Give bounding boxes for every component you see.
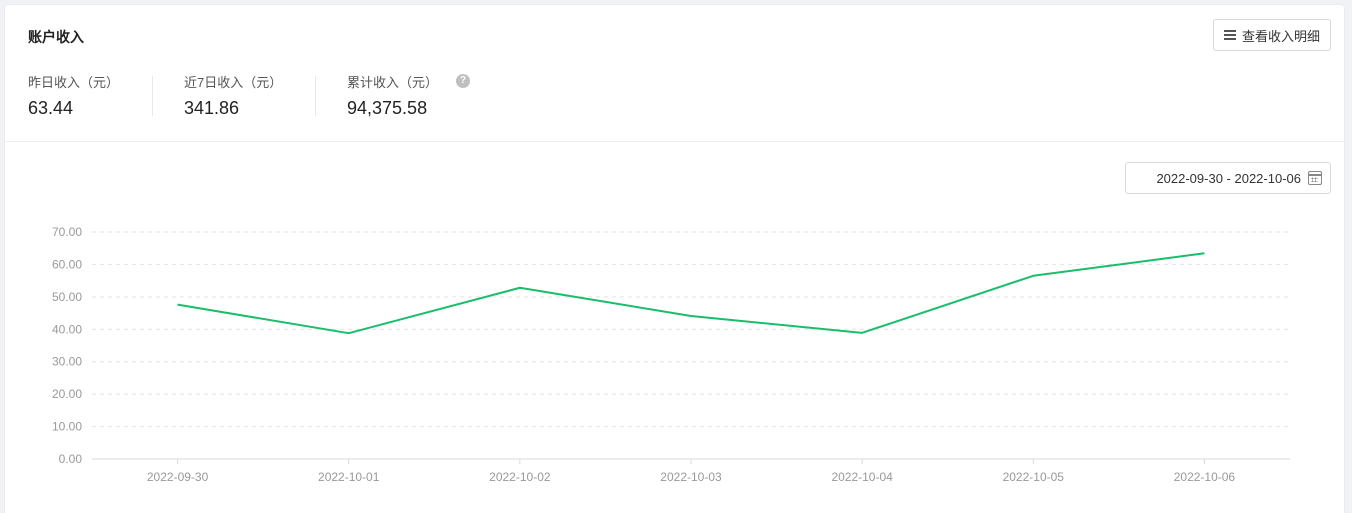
view-income-detail-button[interactable]: 查看收入明细	[1213, 19, 1331, 51]
x-tick-label: 2022-10-04	[831, 470, 893, 484]
y-tick-label: 70.00	[52, 225, 82, 239]
y-tick-label: 10.00	[52, 420, 82, 434]
stat-divider	[152, 76, 153, 116]
x-tick-label: 2022-10-01	[318, 470, 380, 484]
date-range-value: 2022-09-30 - 2022-10-06	[1156, 170, 1301, 186]
x-tick-label: 2022-10-02	[489, 470, 551, 484]
card-title: 账户收入	[28, 29, 84, 45]
y-tick-label: 50.00	[52, 290, 82, 304]
y-tick-label: 60.00	[52, 257, 82, 271]
series-line	[177, 252, 1205, 335]
section-divider	[5, 141, 1344, 142]
stat-total-label: 累计收入（元）	[347, 75, 439, 90]
stat-last-7-days-label: 近7日收入（元）	[184, 75, 283, 90]
y-tick-label: 30.00	[52, 355, 82, 369]
date-range-picker[interactable]: 2022-09-30 - 2022-10-06	[1125, 162, 1331, 194]
x-tick-label: 2022-10-05	[1003, 470, 1065, 484]
y-tick-label: 0.00	[59, 452, 83, 466]
y-tick-label: 40.00	[52, 322, 82, 336]
x-tick-label: 2022-09-30	[147, 470, 209, 484]
stat-divider	[315, 76, 316, 116]
stat-total: 累计收入（元） ? 94,375.58	[347, 72, 471, 120]
stat-yesterday: 昨日收入（元） 63.44	[28, 72, 119, 120]
income-card: 账户收入 查看收入明细 昨日收入（元） 63.44 近7日收入（元） 341.8…	[4, 4, 1345, 513]
help-icon[interactable]: ?	[456, 73, 471, 88]
menu-icon	[1223, 30, 1236, 40]
stat-total-label-row: 累计收入（元） ?	[347, 72, 471, 91]
x-tick-label: 2022-10-03	[660, 470, 722, 484]
x-axis-ticks: 2022-09-30 2022-10-01 2022-10-02 2022-10-03…	[147, 459, 1236, 484]
calendar-icon	[1308, 171, 1322, 185]
view-income-detail-label: 查看收入明细	[1241, 28, 1320, 44]
chart-series	[177, 252, 1205, 335]
y-tick-label: 20.00	[52, 387, 82, 401]
stat-last-7-days-value: 341.86	[184, 98, 240, 118]
stat-yesterday-label: 昨日收入（元）	[28, 75, 120, 90]
stat-yesterday-value: 63.44	[28, 98, 74, 118]
stat-last-7-days: 近7日收入（元） 341.86	[184, 72, 282, 120]
x-tick-label: 2022-10-06	[1174, 470, 1236, 484]
y-axis-ticks: 0.00 10.00 20.00 30.00 40.00 50.00 60.00 70.00	[52, 225, 82, 466]
stat-total-value: 94,375.58	[347, 98, 428, 118]
